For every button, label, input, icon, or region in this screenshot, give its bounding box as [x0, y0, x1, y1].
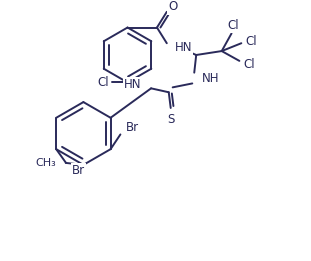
Text: Cl: Cl: [97, 76, 109, 89]
Text: NH: NH: [202, 72, 220, 85]
Text: Br: Br: [72, 164, 85, 177]
Text: HN: HN: [124, 78, 141, 91]
Text: Br: Br: [126, 121, 139, 134]
Text: Cl: Cl: [244, 58, 255, 71]
Text: Cl: Cl: [245, 35, 257, 48]
Text: S: S: [167, 113, 174, 126]
Text: CH₃: CH₃: [35, 158, 56, 168]
Text: O: O: [168, 1, 177, 13]
Text: Cl: Cl: [228, 19, 239, 32]
Text: HN: HN: [175, 41, 192, 54]
